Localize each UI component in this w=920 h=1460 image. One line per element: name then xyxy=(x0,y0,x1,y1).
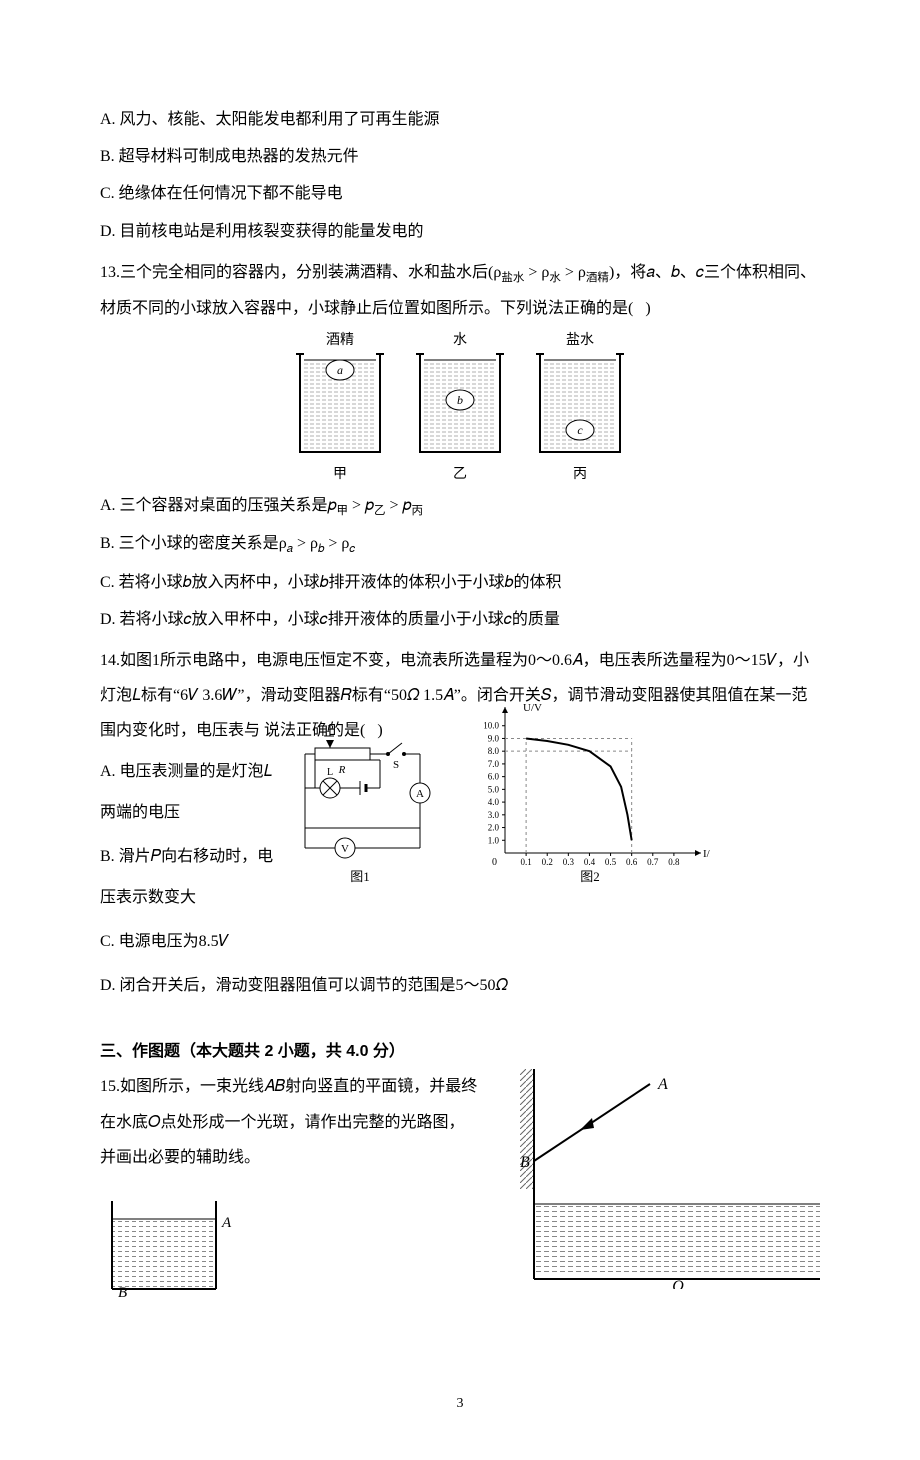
svg-text:0.3: 0.3 xyxy=(563,857,575,867)
svg-text:0.1: 0.1 xyxy=(520,857,531,867)
svg-text:a: a xyxy=(337,363,343,377)
svg-text:A: A xyxy=(657,1076,668,1093)
q13-option-D: D. 若将小球𝑐放入甲杯中，小球𝑐排开液体的质量小于小球𝑐的质量 xyxy=(100,602,820,637)
q15-main-figure: A B O xyxy=(520,1069,820,1302)
svg-text:图1: 图1 xyxy=(350,869,370,883)
svg-text:5.0: 5.0 xyxy=(488,784,500,794)
q15-main-svg: A B O xyxy=(520,1069,820,1289)
svg-text:I/A: I/A xyxy=(703,848,710,860)
q14-option-A: A. 电压表测量的是灯泡𝐿两端的电压 xyxy=(100,751,280,834)
page-number: 3 xyxy=(100,1389,820,1420)
svg-text:0.4: 0.4 xyxy=(584,857,596,867)
q13-option-A: A. 三个容器对桌面的压强关系是𝑝甲 > 𝑝乙 > 𝑝丙 xyxy=(100,488,820,525)
svg-text:0.6: 0.6 xyxy=(626,857,638,867)
q14-option-C: C. 电源电压为8.5𝑉 xyxy=(100,921,820,963)
svg-text:L: L xyxy=(327,767,333,778)
svg-text:1.0: 1.0 xyxy=(488,835,500,845)
q14-figure: P R S A xyxy=(290,703,710,896)
svg-text:0.2: 0.2 xyxy=(542,857,553,867)
svg-text:c: c xyxy=(577,423,583,437)
svg-text:U/V: U/V xyxy=(523,703,542,714)
svg-text:图2: 图2 xyxy=(580,869,600,883)
q13-figure: 酒精 水 盐水 甲 乙 丙 a b c xyxy=(100,330,820,485)
svg-text:8.0: 8.0 xyxy=(488,746,500,756)
q13-stem: 13.三个完全相同的容器内，分别装满酒精、水和盐水后(ρ盐水 > ρ水 > ρ酒… xyxy=(100,255,820,327)
svg-text:0.7: 0.7 xyxy=(647,857,659,867)
svg-text:O: O xyxy=(672,1278,684,1289)
q12-option-C: C. 绝缘体在任何情况下都不能导电 xyxy=(100,176,820,211)
q12-option-B: B. 超导材料可制成电热器的发热元件 xyxy=(100,139,820,174)
svg-text:A: A xyxy=(221,1215,232,1231)
q13-stem-pre: 13.三个完全相同的容器内，分别装满酒精、水和盐水后( xyxy=(100,264,493,281)
svg-text:酒精: 酒精 xyxy=(326,332,354,348)
svg-text:4.0: 4.0 xyxy=(488,797,500,807)
q15-stem: 15.如图所示，一束光线𝐴𝐵射向竖直的平面镜，并最终在水底𝑂点处形成一个光斑，请… xyxy=(100,1069,480,1175)
q14-svg: P R S A xyxy=(290,703,710,883)
q15: 15.如图所示，一束光线𝐴𝐵射向竖直的平面镜，并最终在水底𝑂点处形成一个光斑，请… xyxy=(100,1069,820,1329)
svg-text:b: b xyxy=(457,393,463,407)
svg-text:6.0: 6.0 xyxy=(488,772,500,782)
q14: 14.如图1所示电路中，电源电压恒定不变，电流表所选量程为0～0.6𝐴，电压表所… xyxy=(100,643,820,1006)
svg-text:3.0: 3.0 xyxy=(488,810,500,820)
svg-text:7.0: 7.0 xyxy=(488,759,500,769)
svg-text:0: 0 xyxy=(492,857,497,868)
svg-text:0.5: 0.5 xyxy=(605,857,617,867)
svg-text:盐水: 盐水 xyxy=(566,332,594,348)
q14-option-B: B. 滑片𝑃向右移动时，电压表示数变大 xyxy=(100,836,280,919)
svg-text:0.8: 0.8 xyxy=(668,857,680,867)
svg-text:2.0: 2.0 xyxy=(488,823,500,833)
q13-svg: 酒精 水 盐水 甲 乙 丙 a b c xyxy=(280,330,640,480)
q15-small-svg: A B xyxy=(104,1199,234,1299)
svg-text:乙: 乙 xyxy=(453,466,467,480)
q13-option-C: C. 若将小球𝑏放入丙杯中，小球𝑏排开液体的体积小于小球𝑏的体积 xyxy=(100,565,820,600)
svg-text:丙: 丙 xyxy=(573,467,587,480)
svg-text:V: V xyxy=(341,843,349,855)
q13-option-B: B. 三个小球的密度关系是ρ𝑎 > ρ𝑏 > ρ𝑐 xyxy=(100,526,820,563)
svg-text:P: P xyxy=(326,723,334,735)
svg-text:甲: 甲 xyxy=(333,467,347,480)
svg-text:水: 水 xyxy=(453,332,467,348)
section-3-title: 三、作图题（本大题共 2 小题，共 4.0 分） xyxy=(100,1034,820,1069)
q14-option-D: D. 闭合开关后，滑动变阻器阻值可以调节的范围是5～50𝛺 xyxy=(100,965,820,1007)
svg-text:S: S xyxy=(393,759,399,771)
svg-text:10.0: 10.0 xyxy=(483,721,499,731)
svg-text:R: R xyxy=(338,764,346,776)
svg-text:B: B xyxy=(118,1285,127,1299)
svg-text:9.0: 9.0 xyxy=(488,734,500,744)
svg-text:A: A xyxy=(416,788,424,800)
svg-text:B: B xyxy=(520,1154,530,1171)
q12-option-D: D. 目前核电站是利用核裂变获得的能量发电的 xyxy=(100,214,820,249)
q12-option-A: A. 风力、核能、太阳能发电都利用了可再生能源 xyxy=(100,102,820,137)
q13-rho-expr: ρ盐水 > ρ水 > ρ酒精 xyxy=(493,264,609,281)
